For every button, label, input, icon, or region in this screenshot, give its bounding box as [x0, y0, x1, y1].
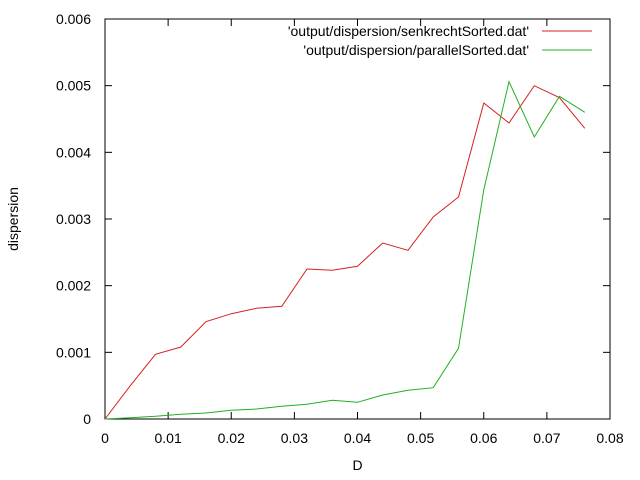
y-tick-label: 0.001 — [56, 344, 91, 360]
x-tick-label: 0.01 — [155, 430, 182, 446]
y-axis-title: dispersion — [5, 187, 21, 251]
axis-ticks: 0 0.01 0.02 0.03 0.04 0.05 0.06 0.07 0.08 0 0.001 0… — [56, 11, 624, 446]
legend-label-1: 'output/dispersion/senkrechtSorted.dat' — [288, 23, 529, 39]
plot-frame — [104, 18, 611, 420]
series-layer — [104, 80, 586, 420]
x-tick-label: 0.05 — [407, 430, 434, 446]
y-tick-label: 0.006 — [56, 11, 91, 27]
y-tick-label: 0.002 — [56, 278, 91, 294]
legend: 'output/dispersion/senkrechtSorted.dat' '… — [288, 23, 592, 58]
x-tick-label: 0.06 — [470, 430, 497, 446]
x-tick-label: 0.04 — [344, 430, 371, 446]
x-axis-title: D — [352, 457, 362, 473]
x-tick-label: 0.02 — [218, 430, 245, 446]
series-line-2 — [104, 80, 586, 420]
x-tick-label: 0.07 — [533, 430, 560, 446]
x-tick-label: 0.03 — [281, 430, 308, 446]
y-tick-label: 0 — [83, 411, 91, 427]
x-tick-label: 0.08 — [596, 430, 623, 446]
y-tick-label: 0.005 — [56, 78, 91, 94]
y-tick-label: 0.003 — [56, 211, 91, 227]
plot-border — [104, 18, 611, 420]
legend-label-2: 'output/dispersion/parallelSorted.dat' — [303, 42, 529, 58]
y-tick-label: 0.004 — [56, 144, 91, 160]
x-tick-label: 0 — [101, 430, 109, 446]
series-line-1 — [104, 85, 586, 420]
